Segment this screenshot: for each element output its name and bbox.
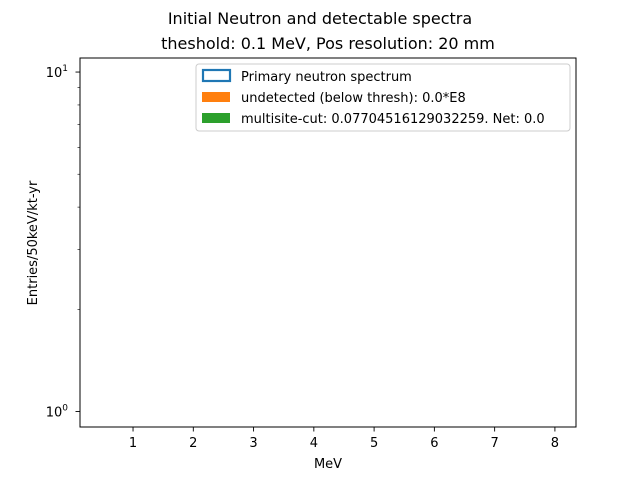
x-tick-label: 1 [129,436,137,451]
x-tick-label: 4 [310,436,318,451]
x-axis-label: MeV [314,457,342,472]
chart-title-line-1: Initial Neutron and detectable spectra [168,9,472,28]
y-tick-label: 101 [46,64,68,81]
x-tick-label: 3 [249,436,257,451]
legend-label-primary: Primary neutron spectrum [241,70,412,85]
x-tick-label: 6 [430,436,438,451]
x-tick-label: 5 [370,436,378,451]
legend-swatch-undetected [202,92,230,102]
chart-title-line-2: theshold: 0.1 MeV, Pos resolution: 20 mm [161,34,495,53]
legend: Primary neutron spectrum undetected (bel… [195,63,571,132]
y-axis-ticks: 100 101 [46,64,80,420]
y-axis-label: Entries/50keV/kt-yr [26,180,41,305]
y-tick-label: 100 [46,403,69,420]
legend-frame [195,63,571,132]
legend-label-multisite: multisite-cut: 0.07704516129032259. Net:… [241,112,545,127]
x-axis-ticks: 1 2 3 4 5 6 7 8 [129,427,559,451]
x-tick-label: 2 [189,436,197,451]
legend-swatch-multisite [202,113,230,123]
x-tick-label: 8 [551,436,559,451]
legend-swatch-primary [201,68,232,83]
x-tick-label: 7 [490,436,498,451]
legend-label-undetected: undetected (below thresh): 0.0*E8 [241,91,466,106]
